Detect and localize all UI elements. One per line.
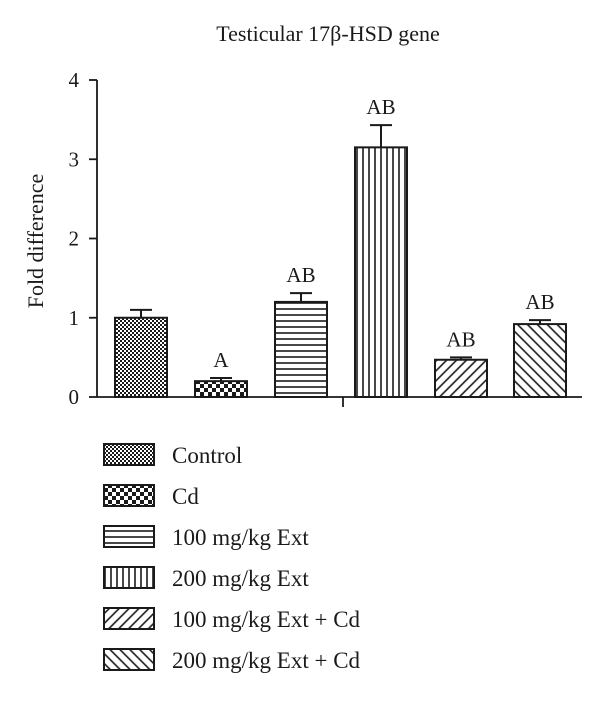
legend-swatch [103, 566, 155, 589]
y-tick-label: 1 [69, 306, 80, 330]
bar [274, 300, 328, 398]
significance-label: AB [525, 290, 554, 314]
legend-label: 100 mg/kg Ext + Cd [172, 607, 361, 632]
legend-label: 100 mg/kg Ext [172, 525, 309, 550]
legend-label: Control [172, 443, 242, 468]
chart-title: Testicular 17β-HSD gene [216, 21, 439, 46]
y-tick-label: 0 [69, 385, 80, 409]
significance-label: AB [286, 263, 315, 287]
y-tick-label: 2 [69, 227, 80, 251]
legend-swatch [103, 648, 155, 671]
legend-label: Cd [172, 484, 199, 509]
bar [354, 146, 408, 398]
bar [434, 358, 488, 399]
y-ticks: 0 1 2 3 4 [69, 68, 97, 409]
legend-label: 200 mg/kg Ext [172, 566, 309, 591]
legend-swatch [103, 607, 155, 630]
y-axis-label: Fold difference [23, 174, 48, 309]
legend-label: 200 mg/kg Ext + Cd [172, 648, 361, 673]
significance-label: AB [446, 327, 475, 351]
significance-label: AB [366, 95, 395, 119]
bar [194, 380, 248, 398]
bar [114, 316, 168, 398]
bar [513, 323, 567, 398]
y-tick-label: 4 [69, 68, 80, 92]
legend-swatch [103, 443, 155, 466]
legend-swatch [103, 525, 155, 548]
y-tick-label: 3 [69, 147, 80, 171]
significance-label: A [213, 348, 229, 372]
legend-swatch [103, 484, 155, 507]
bars: A AB AB AB AB [114, 95, 567, 399]
legend: Control Cd 100 mg/kg Ext 200 mg/kg Ext 100 m… [103, 443, 361, 673]
